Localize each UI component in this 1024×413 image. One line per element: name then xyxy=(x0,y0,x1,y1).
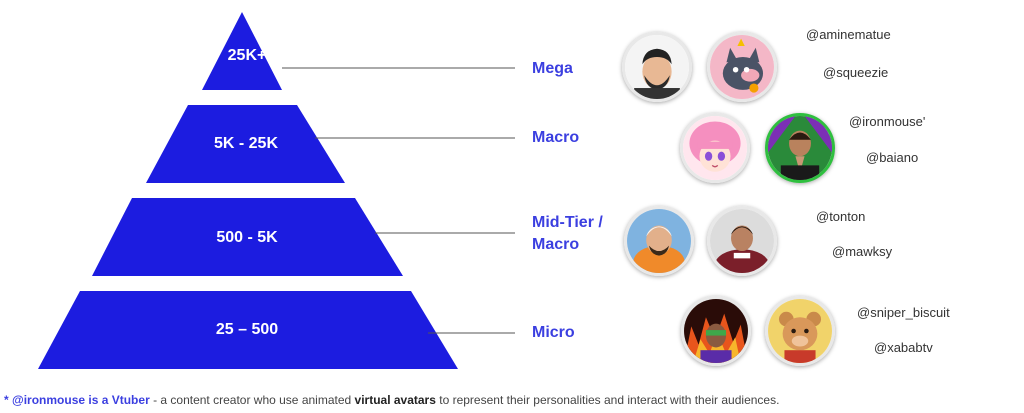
tier-name-mid-line2: Macro xyxy=(532,236,580,253)
range-label-micro: 25 – 500 xyxy=(215,321,279,338)
tier-name-micro: Micro xyxy=(532,324,575,341)
creator-handle-baiano[interactable]: @baiano xyxy=(866,150,919,165)
pyramid-tier-mid xyxy=(92,198,403,276)
creator-handle-xababtv[interactable]: @xababtv xyxy=(874,340,933,355)
pyramid-tier-mega xyxy=(202,12,282,90)
range-label-mid: 500 - 5K xyxy=(216,229,278,246)
range-label-mega: 25K+ xyxy=(227,47,267,64)
range-label-macro: 5K - 25K xyxy=(213,135,279,152)
footnote-vtuber-note: * @ironmouse is a Vtuber xyxy=(4,393,150,407)
fire-background-avatar xyxy=(681,296,751,366)
creator-handle-ironmouse[interactable]: @ironmouse' xyxy=(849,114,926,129)
creator-handle-mawksy[interactable]: @mawksy xyxy=(832,244,893,259)
cartoon-cat-avatar xyxy=(707,32,777,102)
creator-handle-tonton[interactable]: @tonton xyxy=(816,209,866,224)
tier-name-mid: Mid-Tier / xyxy=(532,214,603,231)
praying-man-avatar xyxy=(765,113,835,183)
orange-hoodie-avatar xyxy=(624,206,694,276)
esports-jersey-avatar xyxy=(707,206,777,276)
footnote-virtual-avatars: virtual avatars xyxy=(354,393,436,407)
tier-name-macro: Macro xyxy=(532,129,580,146)
creator-handle-sniper-biscuit[interactable]: @sniper_biscuit xyxy=(857,305,950,320)
footnote-text-1: - a content creator who use animated xyxy=(149,393,355,407)
footnote-text-2: to represent their personalities and int… xyxy=(435,393,780,407)
pyramid-tier-macro xyxy=(146,105,345,183)
bearded-man-avatar xyxy=(622,32,692,102)
tier-name-mega: Mega xyxy=(532,60,573,77)
creator-handle-squeezie[interactable]: @squeezie xyxy=(823,65,889,80)
footnote: * @ironmouse is a Vtuber - a content cre… xyxy=(4,393,779,407)
creator-handle-aminematue[interactable]: @aminematue xyxy=(806,27,891,42)
pyramid-tier-micro xyxy=(38,291,458,369)
cartoon-bear-avatar xyxy=(765,296,835,366)
anime-girl-avatar xyxy=(680,113,750,183)
influencer-tier-pyramid xyxy=(38,12,515,369)
